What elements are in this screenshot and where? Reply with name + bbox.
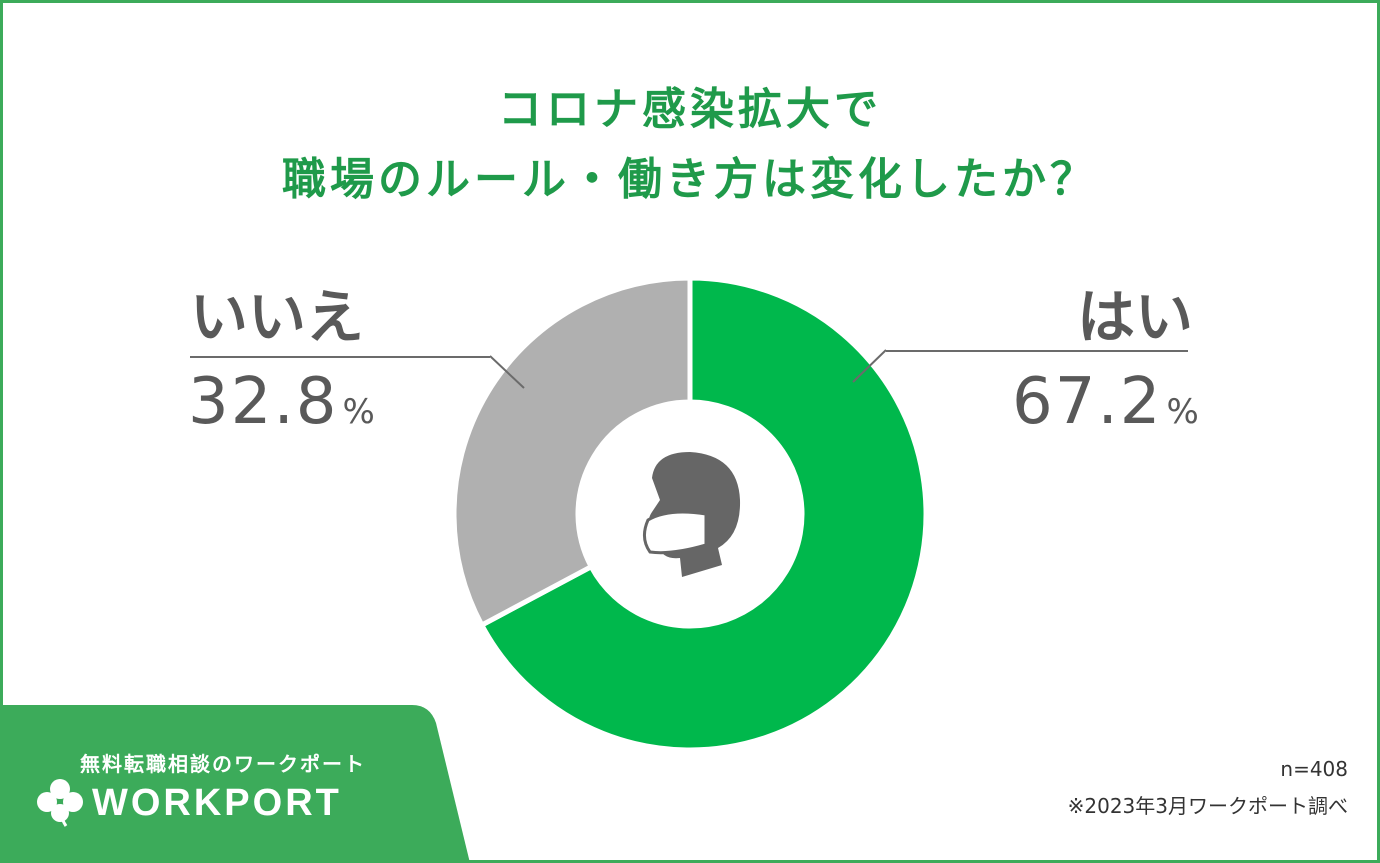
brand-banner	[0, 705, 470, 863]
clover-icon	[37, 779, 83, 827]
source-note: ※2023年3月ワークポート調べ	[1067, 794, 1348, 818]
donut-slice-no	[451, 275, 693, 629]
sample-size-note: n=408	[1280, 757, 1348, 781]
chart-title-line2: 職場のルール・働き方は変化したか？	[282, 154, 1098, 205]
label-no-number: 32.8	[188, 365, 339, 439]
label-yes-unit: %	[1166, 392, 1201, 432]
leader-line-yes	[886, 350, 1188, 352]
chart-title-line1: コロナ感染拡大で	[498, 84, 882, 135]
brand-logo: WORKPORT	[92, 782, 342, 824]
label-no-unit: %	[342, 392, 377, 432]
label-no-value: 32.8%	[188, 370, 377, 434]
label-yes-number: 67.2	[1012, 365, 1163, 439]
leader-tick-no	[489, 355, 525, 389]
label-yes-value: 67.2%	[1012, 370, 1201, 434]
brand-tagline: 無料転職相談のワークポート	[80, 752, 366, 776]
label-no-name: いいえ	[190, 283, 365, 351]
label-yes-name: はい	[1077, 283, 1194, 351]
masked-face-icon	[643, 452, 741, 577]
leader-tick-yes	[852, 349, 887, 383]
donut-slice-yes	[478, 275, 929, 753]
leader-line-no	[190, 356, 490, 358]
